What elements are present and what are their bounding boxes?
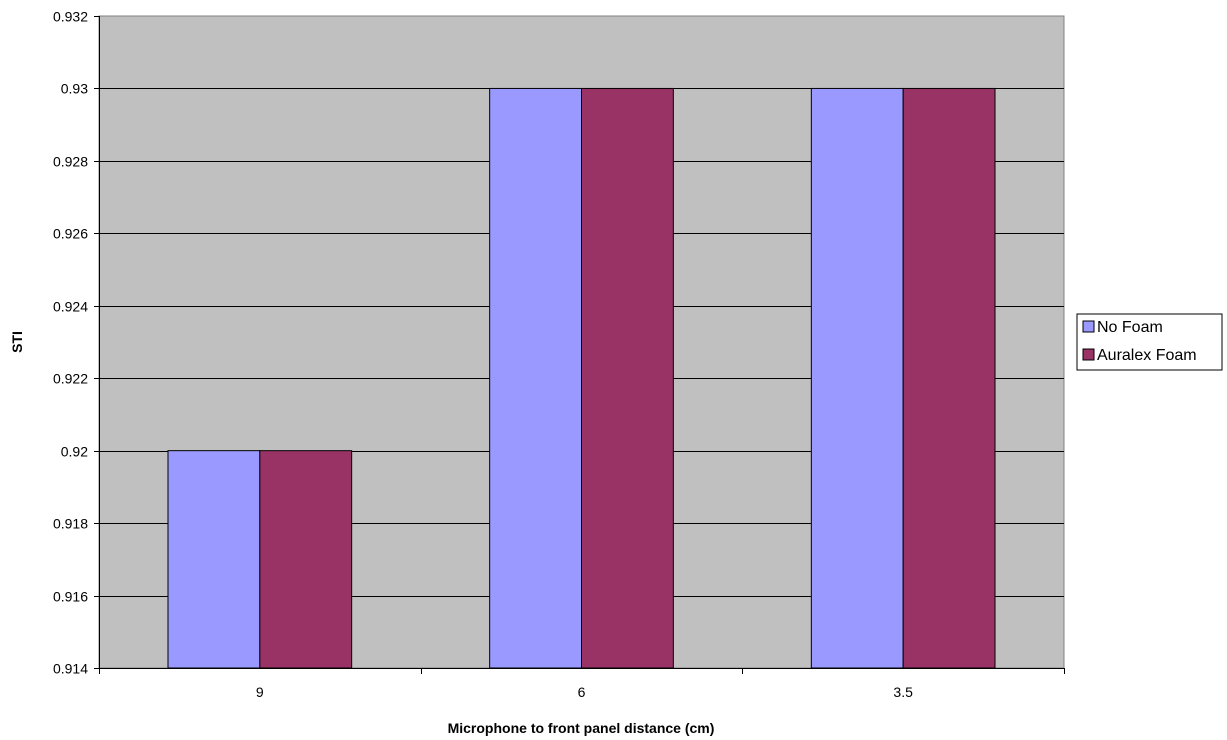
x-tick-label: 6 [578, 684, 586, 700]
y-tick-label: 0.92 [61, 444, 88, 460]
axes [99, 16, 1064, 669]
bar-auralex-foam-9 [259, 450, 353, 669]
y-tick-label: 0.93 [61, 81, 88, 97]
x-axis-title: Microphone to front panel distance (cm) [448, 720, 715, 736]
legend-swatch-no-foam [1082, 320, 1095, 333]
legend-box [1076, 313, 1223, 371]
bar-no-foam-3.5 [810, 87, 904, 669]
y-tick-label: 0.924 [53, 299, 88, 315]
bars [167, 87, 996, 669]
x-tick-label: 3.5 [893, 684, 913, 700]
bar-auralex-foam-3.5 [902, 87, 996, 669]
y-tick-label: 0.914 [53, 661, 88, 677]
y-tick-label: 0.918 [53, 516, 88, 532]
x-tick-labels: 9 6 3.5 [99, 668, 1065, 700]
bar-auralex-foam-6 [581, 87, 674, 669]
y-tick-labels: 0.914 0.916 0.918 0.92 0.922 0.924 0.926 0.928 0… [53, 9, 99, 677]
y-tick-label: 0.916 [53, 589, 88, 605]
x-tick-label: 9 [256, 684, 264, 700]
bar-no-foam-9 [167, 450, 261, 669]
y-axis-title: STI [9, 331, 25, 353]
y-tick-label: 0.922 [53, 371, 88, 387]
y-tick-label: 0.932 [53, 9, 88, 25]
legend-label-auralex-foam: Auralex Foam [1097, 347, 1197, 364]
legend-label-no-foam: No Foam [1097, 319, 1163, 336]
y-tick-label: 0.926 [53, 226, 88, 242]
legend: No Foam Auralex Foam [1076, 313, 1223, 371]
y-tick-label: 0.928 [53, 154, 88, 170]
legend-swatch-auralex-foam [1082, 348, 1095, 361]
bar-no-foam-6 [489, 87, 582, 669]
